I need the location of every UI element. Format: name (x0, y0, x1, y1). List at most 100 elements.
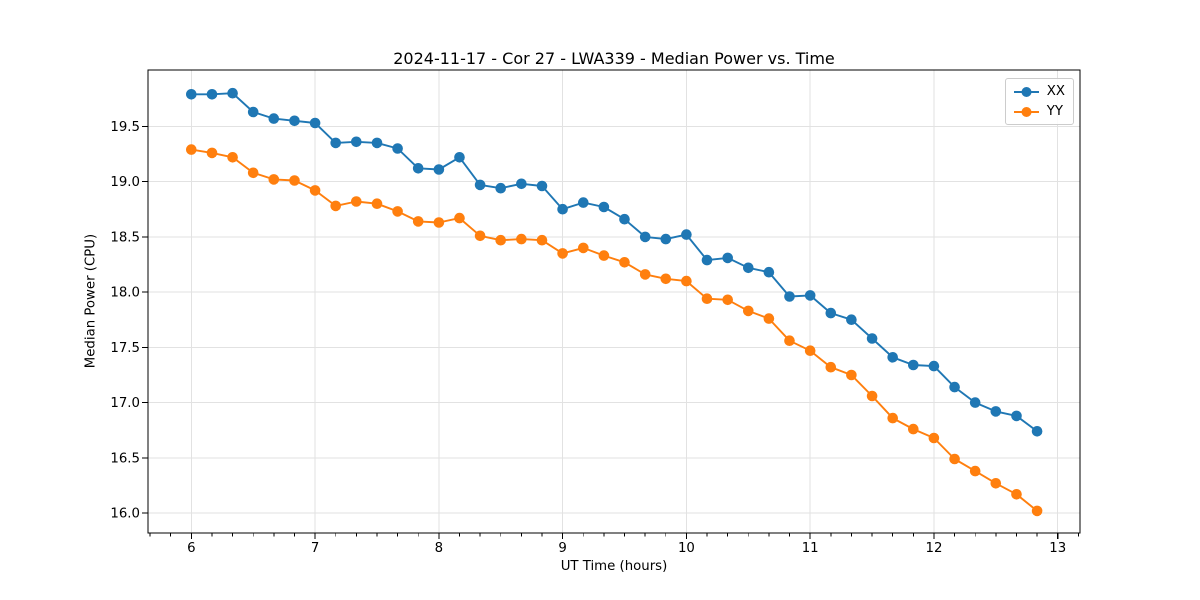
data-point-yy (495, 234, 507, 246)
data-point-yy (1011, 489, 1022, 500)
data-point-xx (371, 137, 383, 149)
data-point-xx (578, 197, 589, 208)
data-point-xx (908, 359, 919, 371)
data-point-xx (660, 233, 672, 245)
data-point-yy (412, 216, 424, 227)
y-tick-label: 19.5 (110, 120, 140, 135)
data-point-yy (908, 423, 919, 435)
data-point-xx (722, 252, 733, 264)
data-point-yy (578, 242, 589, 254)
data-point-yy (660, 273, 672, 285)
data-point-yy (598, 250, 610, 261)
data-point-xx (969, 397, 981, 408)
data-point-xx (433, 164, 445, 175)
legend-item-yy: YY (1013, 103, 1065, 120)
plot-border (147, 69, 1081, 534)
data-point-xx (598, 201, 610, 213)
data-point-yy (866, 390, 878, 402)
data-point-yy (743, 305, 754, 317)
data-point-xx (619, 213, 630, 225)
data-point-yy (949, 453, 960, 465)
data-point-xx (928, 360, 940, 372)
legend-swatch-yy-icon (1013, 106, 1039, 117)
y-tick-label: 18.5 (110, 230, 140, 245)
data-point-xx (412, 163, 424, 174)
data-point-xx (949, 381, 960, 393)
legend-swatch-xx-icon (1013, 86, 1039, 97)
data-point-xx (866, 333, 878, 344)
data-point-yy (268, 174, 280, 185)
data-point-yy (990, 478, 1002, 489)
data-point-yy (474, 230, 486, 242)
data-point-xx (227, 87, 238, 99)
data-point-yy (186, 144, 197, 155)
data-point-xx (557, 203, 568, 215)
data-point-yy (846, 369, 857, 381)
data-point-yy (681, 275, 692, 287)
axis-ticks (142, 125, 1079, 539)
data-point-xx (763, 266, 775, 278)
data-point-yy (887, 412, 898, 424)
x-tick-label: 10 (678, 541, 695, 556)
chart-title: 2024-11-17 - Cor 27 - LWA339 - Median Po… (393, 49, 835, 68)
data-point-yy (206, 147, 218, 159)
y-tick-label: 17.0 (110, 396, 140, 411)
data-point-xx (516, 178, 527, 190)
data-point-xx (681, 229, 692, 240)
data-point-xx (804, 290, 816, 301)
data-point-yy (454, 212, 465, 224)
data-point-xx (309, 117, 321, 129)
data-point-xx (186, 89, 197, 100)
data-point-xx (330, 137, 342, 149)
data-point-xx (454, 152, 465, 163)
data-point-yy (763, 313, 775, 324)
data-point-yy (722, 294, 733, 306)
data-point-yy (247, 167, 259, 179)
data-point-yy (351, 196, 362, 207)
legend-item-xx: XX (1013, 83, 1065, 100)
data-point-yy (536, 234, 548, 246)
data-point-xx (825, 307, 837, 319)
series-line-yy (191, 148, 1038, 512)
legend: XX YY (1004, 78, 1074, 125)
grid-lines (148, 70, 1080, 533)
data-point-yy (619, 257, 630, 268)
data-point-yy (639, 269, 651, 280)
data-point-xx (247, 106, 259, 118)
series-lines (191, 92, 1038, 512)
data-point-yy (227, 152, 238, 163)
data-point-yy (557, 248, 568, 259)
data-point-yy (1031, 505, 1043, 517)
data-point-xx (536, 180, 548, 192)
series-markers (186, 87, 1043, 517)
x-tick-label: 11 (802, 541, 819, 556)
y-tick-label: 16.0 (110, 507, 140, 522)
legend-label-xx: XX (1046, 84, 1065, 99)
legend-label-yy: YY (1046, 104, 1064, 119)
data-point-xx (206, 89, 218, 100)
data-point-yy (330, 200, 342, 212)
data-point-yy (371, 198, 383, 209)
data-point-xx (392, 143, 403, 154)
data-point-xx (990, 406, 1002, 417)
data-point-yy (392, 206, 403, 217)
data-point-yy (289, 175, 300, 186)
x-tick-label: 9 (558, 541, 566, 556)
data-point-yy (969, 465, 981, 477)
data-point-xx (887, 352, 898, 363)
x-tick-label: 7 (311, 541, 319, 556)
data-point-yy (309, 185, 321, 196)
series-line-xx (191, 92, 1038, 433)
x-tick-label: 12 (925, 541, 942, 556)
data-point-yy (804, 345, 816, 357)
data-point-xx (474, 179, 486, 191)
y-tick-label: 18.0 (110, 286, 140, 301)
data-point-yy (701, 293, 713, 305)
data-point-xx (743, 262, 754, 274)
data-point-xx (289, 115, 300, 127)
data-point-yy (433, 217, 445, 228)
data-point-yy (784, 335, 795, 347)
x-tick-label: 6 (187, 541, 195, 556)
